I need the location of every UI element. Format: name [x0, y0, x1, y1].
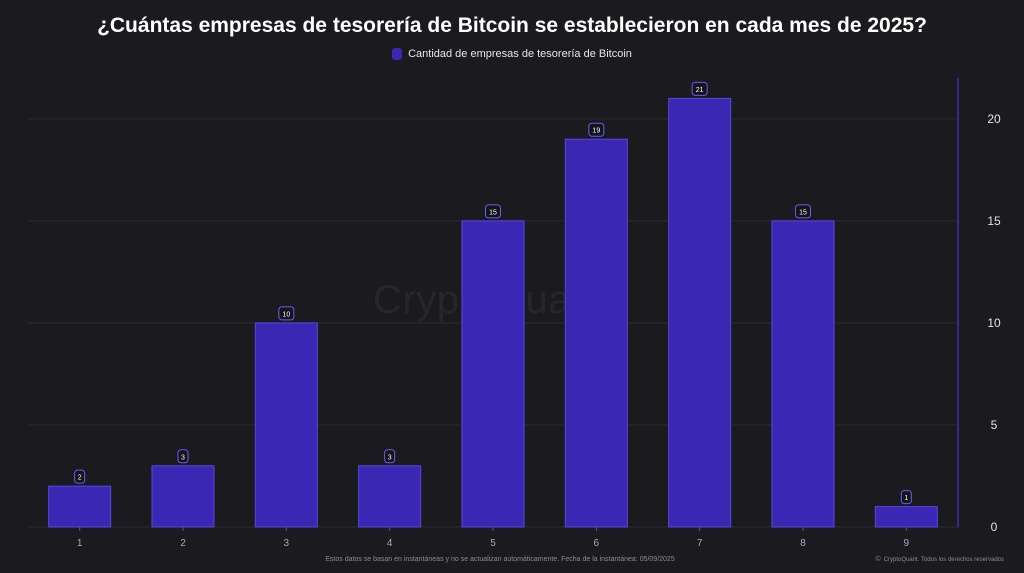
bar — [48, 485, 112, 528]
y-tick-label: 10 — [987, 316, 1001, 330]
y-tick-label: 20 — [987, 112, 1001, 126]
x-tick-label: 9 — [904, 538, 910, 549]
data-label-badge — [278, 306, 295, 321]
data-label: 10 — [282, 311, 290, 318]
bar — [668, 97, 732, 528]
bar — [564, 138, 628, 528]
y-tick-label: 15 — [987, 214, 1001, 228]
x-tick-label: 1 — [77, 538, 83, 549]
x-tick-label: 3 — [284, 538, 290, 549]
x-tick-label: 8 — [800, 538, 806, 549]
y-tick-label: 5 — [991, 418, 998, 432]
legend-swatch — [392, 48, 403, 60]
data-label: 15 — [799, 209, 807, 216]
data-label: 19 — [592, 128, 600, 135]
data-label: 1 — [904, 495, 908, 502]
legend[interactable]: Cantidad de empresas de tesorería de Bit… — [0, 48, 1024, 60]
bar — [358, 465, 422, 528]
x-tick-label: 2 — [180, 538, 186, 549]
bar — [874, 506, 938, 528]
data-label-badge — [795, 204, 811, 219]
bar — [254, 322, 318, 528]
data-label-badge — [485, 204, 501, 219]
bar — [461, 220, 525, 528]
data-label: 2 — [78, 475, 82, 482]
data-label-badge — [384, 449, 396, 464]
data-label-badge — [177, 449, 189, 464]
data-label-badge — [900, 490, 912, 505]
y-tick-label: 0 — [991, 520, 998, 534]
data-label-badge — [74, 469, 86, 484]
copyright-text: CryptoQuant. Todos los derechos reservad… — [883, 556, 1004, 563]
data-label-badge — [588, 122, 605, 137]
copyright-icon: © — [875, 556, 881, 563]
chart-title: ¿Cuántas empresas de tesorería de Bitcoi… — [97, 14, 927, 37]
data-label-badge — [691, 81, 708, 96]
bar — [771, 220, 835, 528]
footer-note: Estos datos se basan en instantáneas y n… — [325, 556, 675, 563]
data-label: 3 — [388, 454, 392, 461]
data-label: 3 — [181, 454, 185, 461]
x-tick-label: 6 — [594, 538, 600, 549]
data-label: 15 — [489, 209, 497, 216]
x-tick-label: 4 — [387, 538, 393, 549]
legend-label: Cantidad de empresas de tesorería de Bit… — [408, 48, 632, 60]
x-tick-label: 7 — [697, 538, 703, 549]
bar — [151, 465, 215, 528]
copyright: © CryptoQuant. Todos los derechos reserv… — [876, 556, 1004, 563]
data-label: 21 — [696, 87, 704, 94]
x-tick-label: 5 — [490, 538, 496, 549]
